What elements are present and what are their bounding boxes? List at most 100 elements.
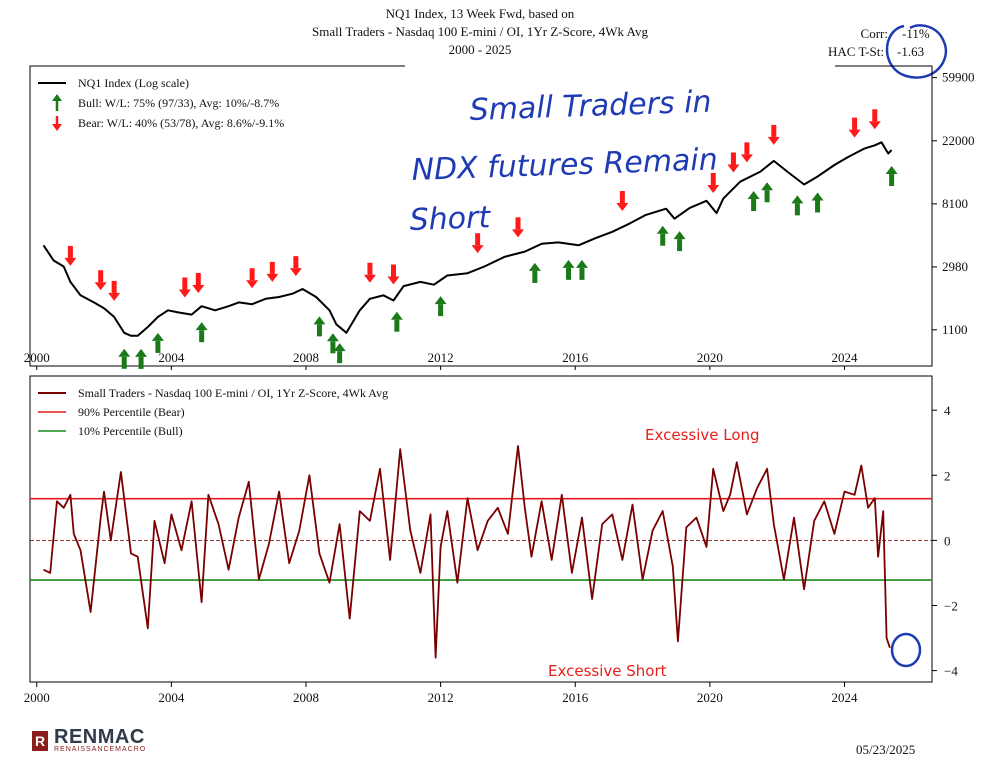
- zscore-axes: −4 −2 0 2 4 2000 2004 2008 2012 2016 2020 2024: [24, 403, 959, 705]
- bull-arrow-icon: [811, 192, 824, 213]
- bear-arrow-head: [192, 284, 205, 293]
- bear-arrow-head: [246, 280, 259, 289]
- bull-arrow-icon: [885, 166, 898, 187]
- bear-arrow-head: [868, 121, 881, 130]
- stats-hand-circle: [885, 24, 947, 79]
- zscore-x-tick-label: 2012: [428, 690, 454, 705]
- bear-arrow-icon: [868, 109, 881, 130]
- bull-arrow-icon: [390, 311, 403, 332]
- bull-arrow-head: [313, 316, 326, 325]
- bear-arrow-icon: [727, 152, 740, 173]
- price-x-tick-label: 2004: [158, 350, 185, 365]
- latest-value-hand-circle: [890, 632, 922, 668]
- bear-arrow-shaft: [730, 152, 736, 165]
- bull-arrow-head: [118, 348, 131, 357]
- bull-arrow-shaft: [155, 340, 161, 353]
- price-series: [42, 141, 893, 337]
- legend-bull-line-label: 10% Percentile (Bull): [78, 424, 183, 438]
- bull-arrow-icon: [326, 333, 339, 354]
- bear-arrow-icon: [471, 233, 484, 254]
- zscore-x-tick-label: 2004: [158, 690, 185, 705]
- bull-arrow-shaft: [121, 356, 127, 369]
- chart-title-line3: 2000 - 2025: [449, 42, 512, 57]
- bear-arrow-shaft: [182, 277, 188, 290]
- bull-arrow-icon: [151, 332, 164, 353]
- bear-arrow-head: [363, 274, 376, 283]
- price-x-tick-label: 2024: [831, 350, 858, 365]
- bear-arrow-icon: [363, 262, 376, 283]
- bear-arrow-shaft: [111, 280, 117, 293]
- bull-arrow-icon: [434, 296, 447, 317]
- bear-arrow-icon: [740, 142, 753, 163]
- bull-arrow-head: [673, 231, 686, 240]
- corr-label: Corr:: [861, 26, 888, 41]
- bear-arrow-icon: [289, 256, 302, 277]
- bull-arrow-shaft: [199, 330, 205, 343]
- bull-arrow-shaft: [677, 239, 683, 252]
- price-axes: 1100 2980 8100 22000 59900 2000 2004 2008 2012 20…: [24, 70, 975, 370]
- bull-arrow-icon: [333, 343, 346, 364]
- legend-index-label: NQ1 Index (Log scale): [78, 76, 189, 90]
- title-mask: [405, 58, 835, 67]
- zscore-series: [43, 445, 891, 659]
- zscore-x-tick-label: 2020: [697, 690, 723, 705]
- bear-arrow-shaft: [619, 191, 625, 204]
- bull-arrow-icon: [656, 225, 669, 246]
- bull-arrow-head: [575, 259, 588, 268]
- bear-arrow-shaft: [771, 124, 777, 137]
- bear-arrow-icon: [387, 264, 400, 285]
- bear-arrow-head: [767, 136, 780, 145]
- bull-arrow-head: [326, 333, 339, 342]
- price-y-tick-label: 59900: [942, 70, 975, 85]
- bear-arrow-shaft: [390, 264, 396, 277]
- zscore-legend: Small Traders - Nasdaq 100 E-mini / OI, …: [38, 386, 388, 438]
- zscore-y-tick-label: −4: [944, 664, 958, 679]
- bear-arrow-head: [108, 292, 121, 301]
- bear-arrow-shaft: [269, 261, 275, 274]
- bull-arrow-shaft: [316, 324, 322, 337]
- bull-arrow-icon: [673, 231, 686, 252]
- legend-bull-arrow-icon: [52, 94, 62, 111]
- legend-bear-arrow-icon: [52, 116, 62, 131]
- bear-arrow-shaft: [515, 217, 521, 230]
- bull-arrow-shaft: [394, 319, 400, 332]
- price-x-tick-label: 2020: [697, 350, 723, 365]
- bull-arrow-shaft: [764, 190, 770, 203]
- price-x-tick-label: 2012: [428, 350, 454, 365]
- bull-arrow-icon: [118, 348, 131, 369]
- legend-zscore-label: Small Traders - Nasdaq 100 E-mini / OI, …: [78, 386, 388, 400]
- bear-arrow-head: [616, 203, 629, 212]
- bear-arrow-head: [178, 289, 191, 298]
- bull-arrow-head: [885, 166, 898, 175]
- bear-arrow-shaft: [67, 245, 73, 258]
- bull-arrow-head: [135, 348, 148, 357]
- bull-arrow-head: [390, 311, 403, 320]
- bear-arrow-shaft: [293, 256, 299, 269]
- bear-arrow-shaft: [249, 268, 255, 281]
- price-legend: NQ1 Index (Log scale) Bull: W/L: 75% (97…: [38, 76, 284, 131]
- bull-arrow-shaft: [889, 174, 895, 187]
- price-y-tick-label: 1100: [942, 322, 968, 337]
- bear-arrow-shaft: [195, 272, 201, 285]
- bear-arrow-shaft: [872, 109, 878, 122]
- price-y-tick-label: 8100: [942, 196, 968, 211]
- zscore-x-tick-label: 2008: [293, 690, 319, 705]
- bull-arrow-icon: [791, 195, 804, 216]
- bull-arrow-shaft: [794, 203, 800, 216]
- bear-arrow-icon: [616, 191, 629, 212]
- hac-label: HAC T-St:: [828, 44, 884, 59]
- zscore-panel: [29, 375, 933, 683]
- legend-bear-label: Bear: W/L: 40% (53/78), Avg: 8.6%/-9.1%: [78, 116, 284, 130]
- hac-value: -1.63: [897, 44, 924, 59]
- bear-arrow-head: [740, 154, 753, 163]
- handwritten-note: Small Traders in NDX futures Remain Shor…: [409, 85, 718, 238]
- bull-arrow-head: [761, 182, 774, 191]
- price-x-tick-label: 2000: [24, 350, 50, 365]
- footer-date: 05/23/2025: [856, 742, 916, 757]
- bull-arrow-icon: [575, 259, 588, 280]
- bear-arrow-icon: [108, 280, 121, 301]
- excessive-long-label: Excessive Long: [645, 426, 760, 444]
- bear-arrow-icon: [94, 270, 107, 291]
- bull-arrow-shaft: [138, 356, 144, 369]
